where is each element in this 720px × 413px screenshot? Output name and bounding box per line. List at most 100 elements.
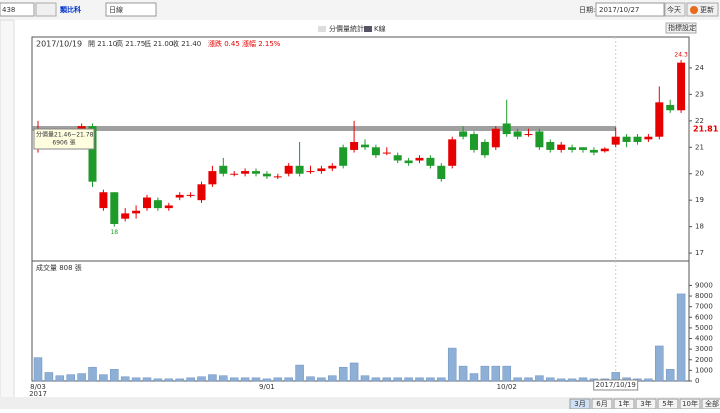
candle-body	[513, 131, 522, 137]
header-info: 低 21.00	[144, 39, 173, 48]
volume-bar	[120, 376, 130, 382]
volume-bar	[153, 378, 163, 382]
tooltip-volume: 6906 張	[52, 140, 75, 147]
volume-bar	[480, 365, 490, 382]
volume-bar	[360, 375, 370, 382]
volume-bar	[186, 377, 195, 382]
candle-body	[306, 171, 315, 173]
date-input[interactable]	[595, 2, 665, 17]
candle-body	[415, 157, 424, 161]
legend-label: 分價量統計	[329, 24, 364, 33]
x-tick-label: 9/01	[259, 383, 275, 391]
candle-body	[208, 171, 217, 185]
sidebar	[0, 19, 15, 410]
stock-name: 類比科	[59, 5, 81, 14]
volume-bar	[404, 377, 413, 382]
volume-tick-label: 2000	[695, 356, 713, 364]
cursor-date-box	[593, 379, 639, 391]
volume-bar	[240, 377, 250, 382]
date: 2017/10/27	[599, 6, 639, 14]
volume-bar	[295, 364, 304, 382]
candle-body	[153, 200, 162, 209]
candle-body	[143, 197, 151, 209]
volume-bar	[262, 378, 272, 382]
volume-title: 成交量 808 張	[36, 263, 82, 272]
volume-bar	[469, 373, 479, 382]
candle-body	[339, 147, 348, 166]
volume-bar	[197, 376, 206, 382]
today-button[interactable]	[664, 2, 686, 17]
candle-body	[121, 213, 130, 219]
candle-body	[677, 62, 686, 111]
candle-body	[491, 128, 500, 148]
volume-bar	[77, 373, 86, 382]
candle-body	[459, 131, 468, 137]
cursor-date: 2017/10/19	[596, 381, 636, 389]
period: 日線	[109, 5, 123, 14]
candle-body	[502, 123, 511, 135]
high-label: 24.3	[674, 52, 688, 59]
candle-body	[448, 139, 457, 166]
code: 438	[2, 6, 15, 14]
candle-body	[557, 144, 566, 150]
candle-body	[186, 194, 195, 196]
volume-bar	[229, 377, 239, 382]
candle-body	[579, 147, 587, 150]
candle-body	[241, 171, 250, 174]
volume-tick-label: 9000	[695, 281, 713, 289]
period-select[interactable]	[105, 2, 157, 17]
volume-tick-label: 0	[695, 377, 699, 385]
volume-bar	[284, 377, 293, 382]
volume-bar	[338, 366, 348, 382]
candle-body	[393, 155, 402, 161]
candle-body	[546, 141, 555, 150]
volume-bar	[513, 377, 522, 382]
volume-bar	[491, 365, 501, 382]
code-input[interactable]	[0, 2, 35, 17]
cursor-price: 21.81	[693, 125, 719, 134]
indicator: 指標設定	[668, 23, 696, 32]
candle-body	[633, 136, 642, 142]
date-label: 日期:	[579, 6, 595, 14]
volume-bar	[164, 378, 174, 382]
volume-bar	[393, 377, 402, 382]
candle-body	[426, 157, 435, 166]
volume-bar	[458, 365, 468, 382]
volume-bar	[273, 377, 283, 382]
y-tick-label: 19	[695, 196, 704, 204]
candle-body	[644, 136, 653, 140]
volume-bar	[524, 377, 533, 382]
volume-bar	[426, 377, 435, 382]
volume-tick-label: 5000	[695, 324, 713, 332]
candle-body	[295, 165, 304, 174]
x-tick-label: 10/02	[497, 383, 517, 391]
volume-tick-label: 6000	[695, 313, 713, 321]
range-label: 3月	[574, 400, 585, 408]
range-label: 5年	[662, 399, 673, 408]
search-button[interactable]	[35, 2, 57, 17]
legend-swatch	[318, 26, 326, 32]
candle-body	[404, 160, 413, 164]
volume-bar	[437, 377, 446, 382]
volume-bar	[535, 375, 544, 382]
volume-bar	[328, 375, 337, 382]
volume-bar	[502, 365, 511, 382]
volume-bar	[655, 345, 664, 382]
volume-tick-label: 7000	[695, 303, 713, 311]
candle-body	[568, 147, 577, 150]
candle-body	[110, 192, 119, 224]
volume-bar	[556, 378, 566, 382]
volume-bar	[317, 377, 326, 382]
legend-label: K線	[374, 24, 386, 33]
volume-tick-label: 8000	[695, 292, 713, 300]
candle-body	[284, 165, 293, 174]
volume-bar	[644, 378, 653, 382]
candle-body	[589, 149, 598, 153]
candle-body	[219, 165, 228, 174]
volume-bar	[208, 374, 217, 382]
plot-frame	[31, 36, 690, 382]
candle-body	[480, 141, 489, 156]
candle-body	[666, 104, 675, 111]
indicator-button[interactable]	[665, 22, 697, 34]
volume-bar	[251, 377, 261, 382]
